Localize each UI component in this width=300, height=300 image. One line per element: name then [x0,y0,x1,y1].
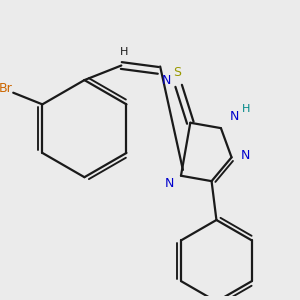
Text: N: N [161,74,171,87]
Text: S: S [173,66,181,79]
Text: H: H [120,47,128,57]
Text: N: N [165,177,174,190]
Text: H: H [242,104,250,114]
Text: N: N [241,149,250,162]
Text: Br: Br [0,82,12,95]
Text: N: N [230,110,239,123]
